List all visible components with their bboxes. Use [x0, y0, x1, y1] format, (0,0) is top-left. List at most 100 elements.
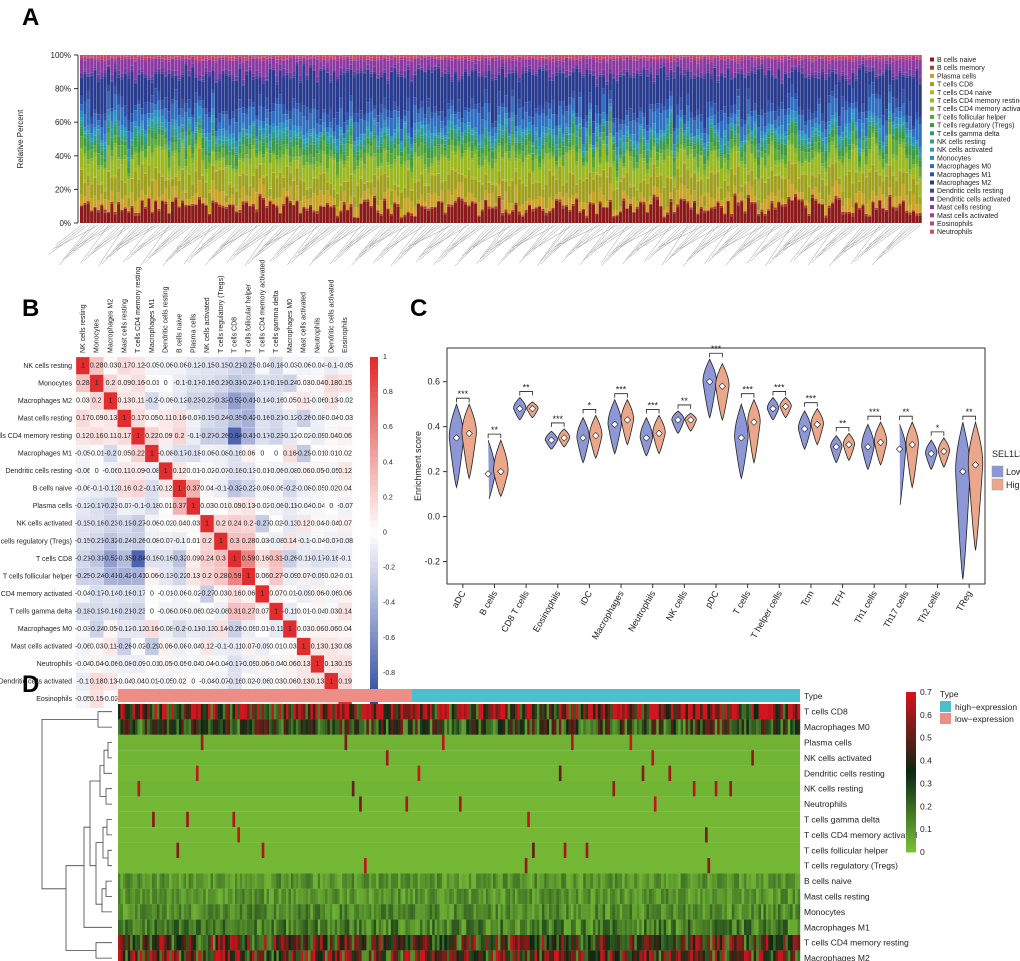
- bar-segment: [275, 178, 279, 199]
- bar-segment: [696, 55, 700, 58]
- bar-segment: [450, 100, 454, 106]
- bar-segment: [652, 55, 656, 58]
- bar-segment: [133, 121, 137, 127]
- bar-segment: [177, 59, 181, 76]
- bar-segment: [386, 162, 390, 166]
- bar-segment: [181, 74, 185, 77]
- bar-segment: [201, 202, 205, 204]
- bar-segment: [137, 73, 141, 75]
- bar-segment: [649, 204, 653, 223]
- bar-segment: [383, 97, 387, 109]
- bar-segment: [379, 153, 383, 164]
- bar-segment: [608, 110, 612, 117]
- bar-segment: [234, 212, 239, 223]
- bar-segment: [332, 55, 336, 58]
- bar-segment: [100, 72, 104, 78]
- bar-segment: [820, 140, 825, 145]
- bar-segment: [585, 63, 589, 68]
- bar-segment: [255, 158, 259, 167]
- bar-segment: [477, 60, 481, 73]
- bar-segment: [342, 201, 346, 205]
- bar-segment: [224, 146, 228, 149]
- bar-segment: [211, 58, 215, 61]
- bar-segment: [241, 186, 245, 202]
- bar-segment: [295, 160, 299, 167]
- bar-segment: [524, 66, 528, 71]
- bar-segment: [265, 148, 269, 153]
- bar-segment: [288, 186, 292, 201]
- bar-segment: [679, 110, 683, 118]
- bar-segment: [221, 69, 225, 71]
- bar-segment: [571, 110, 575, 115]
- bar-segment: [794, 68, 798, 70]
- bar-segment: [733, 124, 737, 131]
- bar-segment: [541, 188, 545, 190]
- bar-segment: [554, 135, 558, 145]
- bar-segment: [211, 152, 215, 165]
- bar-segment: [339, 59, 343, 68]
- bar-segment: [511, 130, 515, 132]
- bar-segment: [564, 151, 569, 155]
- bar-segment: [777, 175, 781, 189]
- bar-segment: [645, 169, 649, 174]
- bar-segment: [113, 204, 117, 212]
- bar-segment: [696, 60, 700, 64]
- bar-segment: [780, 134, 784, 139]
- bar-segment: [130, 145, 134, 156]
- bar-segment: [117, 159, 121, 168]
- bar-segment: [362, 120, 367, 134]
- bar-segment: [635, 69, 639, 74]
- bar-segment: [804, 77, 808, 122]
- bar-segment: [231, 147, 235, 149]
- bar-segment: [130, 113, 134, 123]
- bar-segment: [652, 162, 656, 165]
- bar-segment: [676, 144, 680, 148]
- bar-segment: [430, 206, 434, 209]
- bar-segment: [770, 203, 774, 223]
- bar-segment: [467, 142, 471, 148]
- bar-segment: [218, 73, 222, 79]
- bar-segment: [551, 99, 555, 115]
- bar-segment: [780, 204, 784, 207]
- bar-segment: [807, 213, 811, 216]
- bar-segment: [598, 74, 602, 77]
- bar-segment: [393, 56, 397, 58]
- bar-segment: [130, 207, 134, 223]
- bar-segment: [177, 152, 181, 167]
- bar-segment: [170, 99, 175, 104]
- bar-segment: [575, 131, 579, 137]
- bar-segment: [490, 208, 494, 223]
- bar-segment: [703, 174, 707, 194]
- bar-segment: [90, 149, 94, 159]
- bar-segment: [373, 197, 377, 223]
- bar-segment: [585, 164, 589, 179]
- bar-segment: [170, 59, 175, 71]
- bar-segment: [174, 75, 178, 90]
- bar-segment: [373, 173, 377, 175]
- bar-segment: [241, 136, 245, 140]
- bar-segment: [106, 56, 111, 59]
- bar-segment: [753, 55, 757, 58]
- bar-segment: [100, 55, 104, 57]
- bar-segment: [80, 136, 84, 148]
- bar-segment: [137, 130, 141, 135]
- bar-segment: [682, 198, 686, 201]
- bar-segment: [160, 201, 164, 223]
- bar-segment: [430, 208, 434, 223]
- bar-segment: [80, 72, 84, 78]
- bar-segment: [143, 149, 148, 157]
- bar-segment: [679, 56, 683, 59]
- bar-segment: [571, 59, 575, 61]
- bar-segment: [527, 198, 532, 205]
- bar-segment: [699, 206, 703, 209]
- bar-segment: [824, 217, 828, 223]
- bar-segment: [197, 133, 201, 138]
- y-tick-label: 0%: [59, 219, 71, 228]
- bar-segment: [93, 206, 97, 208]
- bar-segment: [820, 166, 825, 179]
- bar-segment: [750, 154, 754, 170]
- bar-segment: [649, 176, 653, 197]
- bar-segment: [305, 199, 309, 209]
- bar-segment: [554, 165, 558, 170]
- bar-segment: [672, 179, 676, 187]
